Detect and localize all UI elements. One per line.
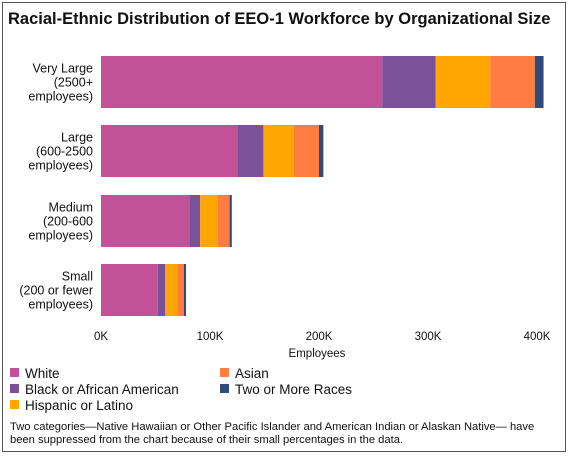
chart-frame bbox=[2, 2, 566, 452]
legend-item: Asian bbox=[220, 366, 269, 382]
bar-segment bbox=[319, 125, 324, 177]
legend-swatch bbox=[10, 400, 19, 409]
bar-segment bbox=[101, 56, 383, 108]
bar-segment bbox=[435, 56, 491, 108]
bar-segment bbox=[263, 125, 294, 177]
legend-item: Black or African American bbox=[10, 382, 179, 398]
bar-segment bbox=[177, 264, 184, 316]
legend-item: Hispanic or Latino bbox=[10, 398, 133, 414]
bar-segment bbox=[101, 195, 190, 247]
legend-label: White bbox=[25, 366, 60, 381]
x-tick-label: 100K bbox=[197, 331, 224, 343]
x-axis-label: Employees bbox=[289, 348, 346, 360]
legend-label: Two or More Races bbox=[235, 382, 353, 397]
bar-segment bbox=[157, 264, 166, 316]
legend-swatch bbox=[10, 368, 19, 377]
category-label: Medium bbox=[49, 201, 93, 215]
x-tick-label: 0K bbox=[94, 331, 108, 343]
legend-swatch bbox=[220, 368, 229, 377]
bar-segment bbox=[534, 56, 544, 108]
bar-segment bbox=[229, 195, 232, 247]
category-label: Small bbox=[62, 270, 93, 284]
bar-segment bbox=[237, 125, 264, 177]
bar-segment bbox=[490, 56, 535, 108]
bar-segment bbox=[183, 264, 187, 316]
bar-segment bbox=[200, 195, 218, 247]
legend-swatch bbox=[10, 384, 19, 393]
x-tick-label: 400K bbox=[524, 331, 551, 343]
category-label: (200 or fewer bbox=[19, 284, 93, 298]
category-label: employees) bbox=[28, 229, 93, 243]
legend-swatch bbox=[220, 384, 229, 393]
bar-segment bbox=[165, 264, 178, 316]
category-label: employees) bbox=[28, 159, 93, 173]
bar-segment bbox=[293, 125, 319, 177]
bar-segment bbox=[382, 56, 436, 108]
category-label: employees) bbox=[28, 298, 93, 312]
category-label: Large bbox=[61, 131, 93, 145]
category-label: Very Large bbox=[33, 62, 94, 76]
bar-segment bbox=[101, 264, 158, 316]
category-label: (2500+ bbox=[54, 76, 93, 90]
bar-segment bbox=[217, 195, 230, 247]
category-label: employees) bbox=[28, 90, 93, 104]
legend-item: White bbox=[10, 366, 60, 382]
chart-footnote: Two categories—Native Hawaiian or Other … bbox=[10, 421, 535, 446]
legend-label: Black or African American bbox=[25, 382, 179, 397]
category-label: (600-2500 bbox=[36, 145, 93, 159]
chart-title: Racial-Ethnic Distribution of EEO-1 Work… bbox=[8, 10, 551, 28]
category-label: (200-600 bbox=[43, 215, 93, 229]
bar-segment bbox=[189, 195, 201, 247]
legend-label: Hispanic or Latino bbox=[25, 398, 134, 413]
x-tick-label: 300K bbox=[415, 331, 442, 343]
bar-segment bbox=[101, 125, 238, 177]
legend-label: Asian bbox=[235, 366, 269, 381]
legend-item: Two or More Races bbox=[220, 382, 352, 398]
x-tick-label: 200K bbox=[306, 331, 333, 343]
